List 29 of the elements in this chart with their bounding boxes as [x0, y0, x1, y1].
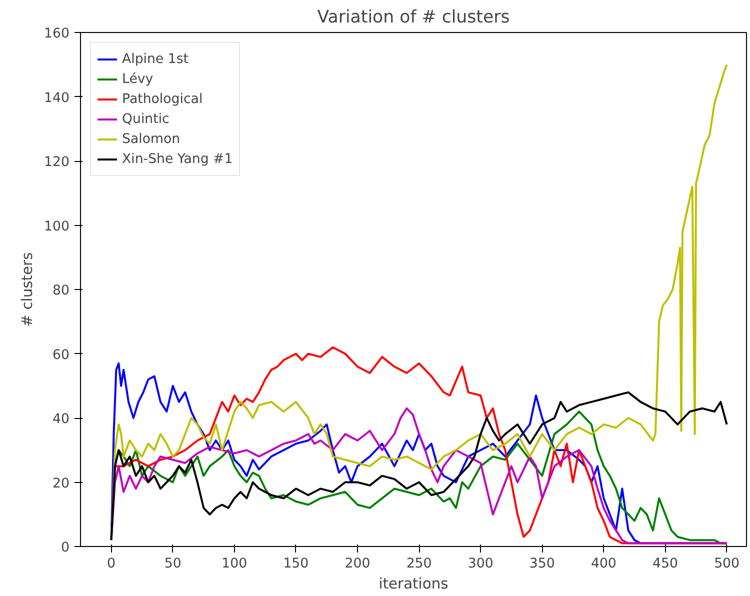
x-tick-label: 400	[590, 556, 616, 572]
x-tick-label: 200	[344, 556, 370, 572]
y-tick-label: 120	[44, 155, 70, 170]
legend-label: Alpine 1st	[122, 52, 189, 66]
x-tick-label: 500	[714, 556, 740, 572]
y-tick-label: 160	[44, 26, 70, 42]
x-tick-label: 450	[652, 556, 678, 572]
chart-title: Variation of # clusters	[317, 8, 510, 28]
x-tick-label: 250	[406, 556, 432, 572]
legend-label: Xin-She Yang #1	[122, 152, 233, 166]
x-tick-label: 0	[107, 556, 116, 572]
legend-label: Pathological	[122, 92, 203, 106]
y-tick-label: 0	[61, 540, 70, 556]
y-tick-label: 60	[52, 348, 70, 363]
legend-label: Lévy	[122, 72, 154, 86]
legend-label: Salomon	[122, 132, 180, 146]
x-tick-label: 300	[468, 556, 494, 572]
x-tick-label: 50	[164, 556, 182, 572]
y-tick-label: 100	[44, 219, 70, 234]
y-tick-label: 20	[52, 476, 70, 492]
x-tick-label: 100	[222, 556, 248, 572]
y-tick-label: 80	[52, 284, 70, 298]
legend-label: Quintic	[122, 112, 170, 126]
x-axis-title: iterations	[378, 576, 448, 592]
x-tick-label: 350	[529, 556, 555, 572]
y-axis-title: # clusters	[19, 252, 36, 327]
y-tick-label: 40	[52, 412, 70, 427]
x-tick-label: 150	[283, 556, 309, 572]
y-tick-label: 140	[44, 90, 70, 106]
